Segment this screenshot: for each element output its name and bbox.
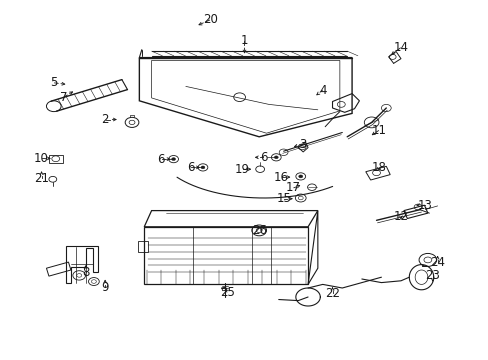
Text: 22: 22 bbox=[325, 287, 339, 300]
Text: 12: 12 bbox=[393, 210, 407, 222]
Text: 10: 10 bbox=[34, 152, 49, 165]
Circle shape bbox=[274, 156, 278, 159]
Text: 6: 6 bbox=[157, 153, 165, 166]
Text: 8: 8 bbox=[81, 266, 89, 279]
Circle shape bbox=[201, 166, 204, 169]
Text: 26: 26 bbox=[251, 224, 266, 237]
Text: 18: 18 bbox=[371, 161, 386, 174]
Text: 16: 16 bbox=[273, 171, 288, 184]
Text: 6: 6 bbox=[260, 151, 267, 164]
Text: 11: 11 bbox=[371, 124, 386, 137]
Text: 24: 24 bbox=[429, 256, 444, 269]
Text: 3: 3 bbox=[299, 138, 306, 150]
Text: 5: 5 bbox=[50, 76, 58, 89]
Text: 2: 2 bbox=[101, 113, 109, 126]
Text: 1: 1 bbox=[240, 34, 248, 47]
Text: 7: 7 bbox=[60, 91, 67, 104]
Text: 20: 20 bbox=[203, 13, 217, 26]
Text: 6: 6 bbox=[186, 161, 194, 174]
Text: 19: 19 bbox=[234, 163, 249, 176]
Text: 17: 17 bbox=[285, 181, 300, 194]
Text: 4: 4 bbox=[318, 84, 326, 96]
Circle shape bbox=[298, 175, 302, 178]
Text: 21: 21 bbox=[34, 172, 49, 185]
Circle shape bbox=[171, 158, 175, 161]
Text: 9: 9 bbox=[101, 281, 109, 294]
Text: 25: 25 bbox=[220, 286, 234, 299]
Text: 13: 13 bbox=[417, 199, 432, 212]
Text: 23: 23 bbox=[425, 269, 439, 282]
Text: 15: 15 bbox=[276, 192, 290, 205]
Text: 14: 14 bbox=[393, 41, 407, 54]
